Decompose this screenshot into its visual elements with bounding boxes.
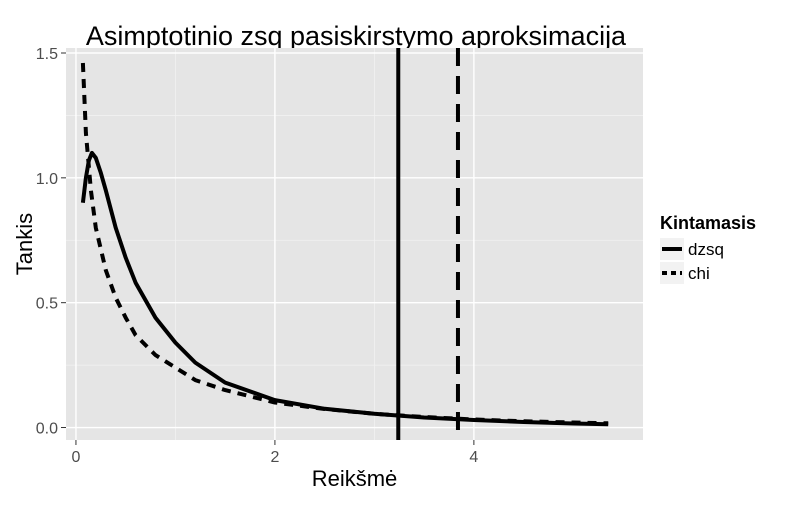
legend-label-chi: chi [688,264,710,283]
axes: 0 2 4 0.0 0.5 1.0 1.5 [36,46,479,466]
x-tick-label: 4 [469,449,478,466]
x-tick-label: 2 [270,449,279,466]
y-tick-label: 1.0 [36,171,58,188]
chart-title: Asimptotinio zsq pasiskirstymo aproksima… [86,21,627,51]
grid-lines [66,48,643,440]
x-tick-label: 0 [71,449,80,466]
legend-title: Kintamasis [660,213,756,233]
series-line-chi [80,62,609,426]
vertical-reference-lines [396,48,460,440]
legend: Kintamasis dzsq chi [660,213,756,284]
x-axis-title: Reikšmė [312,466,398,491]
y-axis-title: Tankis [12,213,37,275]
plot-panel [66,48,643,440]
y-tick-label: 1.5 [36,46,58,63]
legend-items: dzsq chi [660,238,724,284]
density-series [80,62,609,427]
y-tick-label: 0.0 [36,421,58,438]
legend-label-dzsq: dzsq [688,240,724,259]
y-tick-label: 0.5 [36,296,58,313]
